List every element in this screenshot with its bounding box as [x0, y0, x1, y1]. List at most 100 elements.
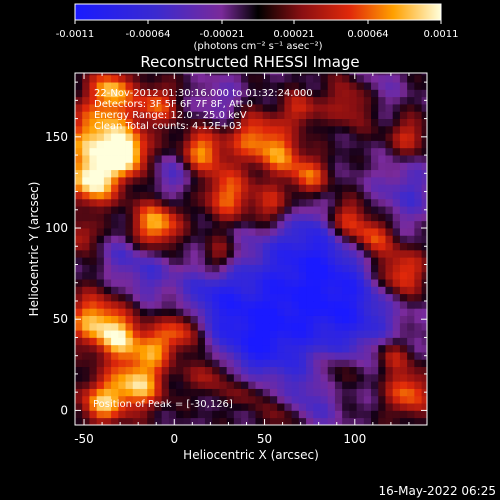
heatmap-cell [96, 133, 105, 141]
heatmap-cell [363, 184, 372, 192]
heatmap-cell [82, 125, 90, 134]
heatmap-cell [161, 395, 170, 404]
heatmap-cell [241, 381, 249, 389]
heatmap-cell [212, 104, 220, 112]
heatmap-cell [125, 271, 134, 280]
heatmap-cell [407, 111, 415, 119]
heatmap-cell [277, 235, 285, 244]
heatmap-cell [147, 162, 155, 171]
heatmap-cell [168, 344, 177, 353]
heatmap-cell [378, 286, 386, 295]
heatmap-cell [342, 111, 350, 119]
heatmap-cell [313, 410, 321, 419]
heatmap-cell [399, 293, 408, 302]
heatmap-cell [363, 206, 372, 214]
heatmap-cell [342, 162, 350, 171]
heatmap-cell [291, 308, 300, 316]
heatmap-cell [118, 220, 126, 229]
heatmap-cell [306, 147, 314, 156]
heatmap-cell [284, 133, 293, 141]
heatmap-cell [233, 82, 242, 90]
heatmap-cell [407, 344, 415, 353]
heatmap-cell [197, 213, 206, 222]
heatmap-cell [306, 286, 314, 295]
heatmap-cell [132, 410, 141, 419]
heatmap-cell [176, 322, 184, 331]
heatmap-cell [118, 373, 126, 382]
heatmap-cell [132, 184, 141, 192]
heatmap-cell [320, 315, 329, 324]
heatmap-cell [385, 82, 394, 90]
heatmap-cell [190, 271, 199, 280]
heatmap-cell [327, 213, 336, 222]
heatmap-cell [371, 337, 379, 346]
heatmap-cell [241, 257, 249, 265]
heatmap-cell [262, 140, 271, 149]
heatmap-cell [269, 264, 278, 273]
heatmap-cell [349, 279, 357, 287]
heatmap-cell [190, 330, 199, 338]
heatmap-cell [168, 73, 177, 76]
heatmap-cell [111, 300, 119, 309]
heatmap-cell [168, 213, 177, 222]
heatmap-cell [371, 359, 379, 368]
heatmap-cell [291, 279, 300, 287]
heatmap-cell [168, 111, 177, 119]
heatmap-cell [176, 198, 184, 207]
heatmap-cell [363, 89, 372, 98]
heatmap-cell [89, 410, 98, 419]
heatmap-cell [306, 315, 314, 324]
heatmap-cell [399, 330, 408, 338]
heatmap-cell [147, 315, 155, 324]
heatmap-cell [371, 279, 379, 287]
heatmap-cell [132, 162, 141, 171]
heatmap-cell [219, 403, 228, 411]
heatmap-cell [168, 133, 177, 141]
heatmap-cell [176, 242, 184, 251]
heatmap-cell [399, 125, 408, 134]
heatmap-cell [111, 96, 119, 105]
heatmap-cell [118, 198, 126, 207]
heatmap-cell [385, 417, 394, 425]
heatmap-cell [385, 213, 394, 222]
heatmap [75, 73, 427, 425]
heatmap-cell [414, 235, 422, 244]
heatmap-cell [262, 184, 271, 192]
heatmap-cell [89, 330, 98, 338]
heatmap-cell [132, 373, 141, 382]
heatmap-cell [139, 213, 148, 222]
heatmap-cell [334, 257, 343, 265]
heatmap-cell [371, 373, 379, 382]
heatmap-cell [334, 89, 343, 98]
heatmap-cell [306, 257, 314, 265]
heatmap-cell [392, 264, 401, 273]
heatmap-cell [204, 286, 213, 295]
heatmap-cell [183, 111, 191, 119]
colorbar-ticks: -0.0011 -0.00064 -0.00021 0.00021 0.00064 0.0… [56, 20, 459, 40]
heatmap-cell [363, 330, 372, 338]
chart-title: Reconstructed RHESSI Image [140, 53, 359, 71]
heatmap-cell [255, 308, 264, 316]
heatmap-cell [269, 74, 278, 83]
heatmap-cell [226, 111, 235, 119]
heatmap-cell [371, 96, 379, 105]
heatmap-cell [75, 96, 83, 105]
heatmap-cell [154, 89, 163, 98]
heatmap-cell [262, 315, 271, 324]
heatmap-cell [414, 271, 422, 280]
heatmap-cell [161, 96, 170, 105]
heatmap-cell [219, 198, 228, 207]
heatmap-cell [313, 373, 321, 382]
heatmap-cell [226, 373, 235, 382]
heatmap-cell [392, 308, 401, 316]
heatmap-cell [277, 89, 285, 98]
heatmap-cell [89, 359, 98, 368]
heatmap-cell [255, 388, 264, 397]
heatmap-cell [262, 118, 271, 127]
heatmap-cell [103, 366, 112, 375]
heatmap-cell [399, 176, 408, 185]
heatmap-cell [233, 176, 242, 185]
heatmap-cell [161, 220, 170, 229]
heatmap-cell [277, 395, 285, 404]
heatmap-cell [306, 308, 314, 316]
